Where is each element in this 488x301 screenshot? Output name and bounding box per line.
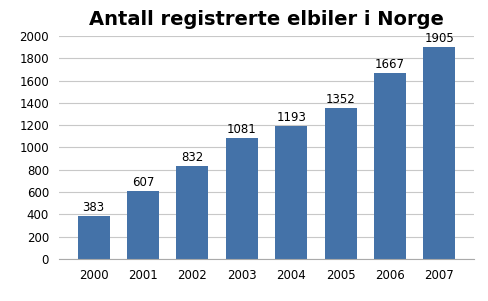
Bar — [78, 216, 109, 259]
Text: 1667: 1667 — [374, 58, 404, 71]
Text: 383: 383 — [82, 201, 104, 214]
Text: 1081: 1081 — [226, 123, 256, 136]
Bar — [225, 138, 257, 259]
Bar — [275, 126, 306, 259]
Bar — [423, 47, 454, 259]
Text: 1193: 1193 — [276, 111, 305, 124]
Bar — [373, 73, 405, 259]
Text: 607: 607 — [132, 176, 154, 189]
Bar — [176, 166, 208, 259]
Text: 1352: 1352 — [325, 93, 355, 106]
Bar — [127, 191, 159, 259]
Bar — [324, 108, 356, 259]
Text: 1905: 1905 — [424, 32, 453, 45]
Text: 832: 832 — [181, 151, 203, 164]
Title: Antall registrerte elbiler i Norge: Antall registrerte elbiler i Norge — [89, 10, 443, 29]
